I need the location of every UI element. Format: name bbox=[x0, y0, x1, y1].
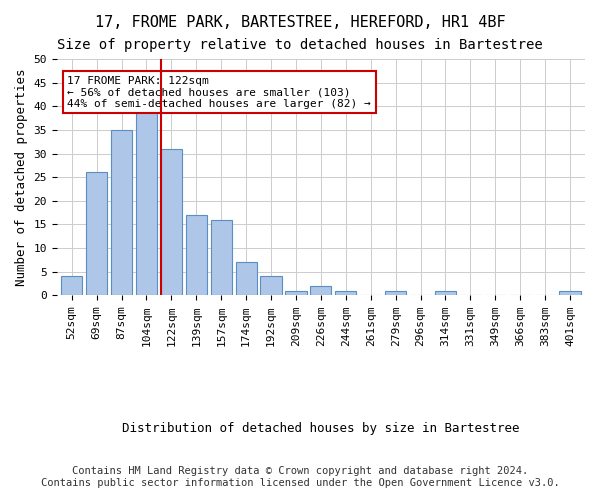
Bar bbox=[161, 149, 182, 296]
Bar bbox=[385, 290, 406, 296]
Bar bbox=[559, 290, 581, 296]
Bar bbox=[310, 286, 331, 296]
Bar bbox=[186, 215, 207, 296]
Text: Contains HM Land Registry data © Crown copyright and database right 2024.
Contai: Contains HM Land Registry data © Crown c… bbox=[41, 466, 559, 487]
Bar bbox=[111, 130, 132, 296]
Text: 17 FROME PARK: 122sqm
← 56% of detached houses are smaller (103)
44% of semi-det: 17 FROME PARK: 122sqm ← 56% of detached … bbox=[67, 76, 371, 108]
X-axis label: Distribution of detached houses by size in Bartestree: Distribution of detached houses by size … bbox=[122, 422, 520, 435]
Bar bbox=[86, 172, 107, 296]
Y-axis label: Number of detached properties: Number of detached properties bbox=[15, 68, 28, 286]
Bar bbox=[211, 220, 232, 296]
Bar bbox=[286, 290, 307, 296]
Text: Size of property relative to detached houses in Bartestree: Size of property relative to detached ho… bbox=[57, 38, 543, 52]
Bar bbox=[61, 276, 82, 295]
Bar bbox=[136, 111, 157, 296]
Text: 17, FROME PARK, BARTESTREE, HEREFORD, HR1 4BF: 17, FROME PARK, BARTESTREE, HEREFORD, HR… bbox=[95, 15, 505, 30]
Bar bbox=[260, 276, 281, 295]
Bar bbox=[335, 290, 356, 296]
Bar bbox=[236, 262, 257, 296]
Bar bbox=[435, 290, 456, 296]
